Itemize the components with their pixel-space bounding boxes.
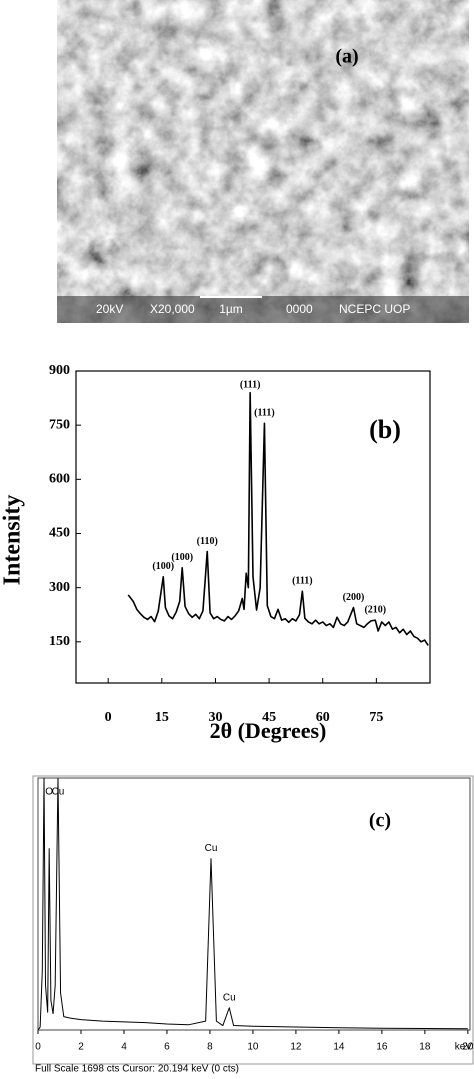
peak-label: (100) [152,561,174,572]
x-unit: keV [455,1042,473,1053]
y-axis-label: Intensity [0,495,26,586]
peak-label: (111) [240,379,261,390]
x-tick-label: 10 [247,1042,259,1053]
sem-info: NCEPC UOP [339,302,410,316]
sem-info-bar [57,296,469,323]
data-line [38,778,468,1030]
eds-status: Full Scale 1698 cts Cursor: 20.194 keV (… [35,1064,239,1075]
x-tick-label: 14 [333,1042,345,1053]
x-tick-label: 20 [462,1042,474,1053]
x-tick-label: 15 [155,710,169,725]
x-tick-label: 0 [105,710,112,725]
x-axis-label: 2θ (Degrees) [210,718,327,743]
y-tick-label: 600 [49,472,70,487]
eds-frame [37,777,471,1031]
x-tick-label: 30 [208,710,222,725]
x-tick-label: 8 [207,1042,213,1053]
x-tick-label: 2 [78,1042,84,1053]
peak-label: (210) [364,604,386,615]
y-tick-label: 150 [49,634,70,649]
x-tick-label: 18 [419,1042,431,1053]
panel-label: (b) [369,415,401,444]
peak-label: (111) [292,576,313,587]
eds-outer-frame [32,775,474,1065]
sem-info: 20kV [96,302,123,316]
panel-label: (a) [335,46,358,68]
peak-label: Cu [52,787,65,798]
sem-info: 0000 [286,302,313,316]
peak-label: (111) [254,408,275,419]
sem-panel: (a) 20kV X20,000 1µm 0000 NCEPC UOP [57,0,469,323]
x-tick-label: 12 [290,1042,302,1053]
peak-label: Cu [223,992,236,1003]
y-tick-label: 300 [49,580,70,595]
y-tick-label: 750 [49,417,70,432]
peak-label: (200) [343,592,365,603]
x-tick-label: 6 [164,1042,170,1053]
x-tick-label: 4 [121,1042,127,1053]
sem-info: 1µm [219,302,243,316]
x-tick-label: 16 [376,1042,388,1053]
x-tick-label: 45 [262,710,276,725]
y-tick-label: 900 [49,363,70,378]
peak-label: (100) [171,552,193,563]
data-line [127,391,429,646]
sem-info: X20,000 [150,302,195,316]
x-tick-label: 60 [316,710,330,725]
peak-label: (110) [197,536,218,547]
sem-micrograph [57,0,469,323]
x-tick-label: 0 [35,1042,41,1053]
peak-label: O [45,787,53,798]
peak-label: Cu [205,843,218,854]
x-tick-label: 75 [369,710,383,725]
y-tick-label: 450 [49,526,70,541]
xrd-frame [75,370,431,684]
panel-label: (c) [369,810,391,832]
